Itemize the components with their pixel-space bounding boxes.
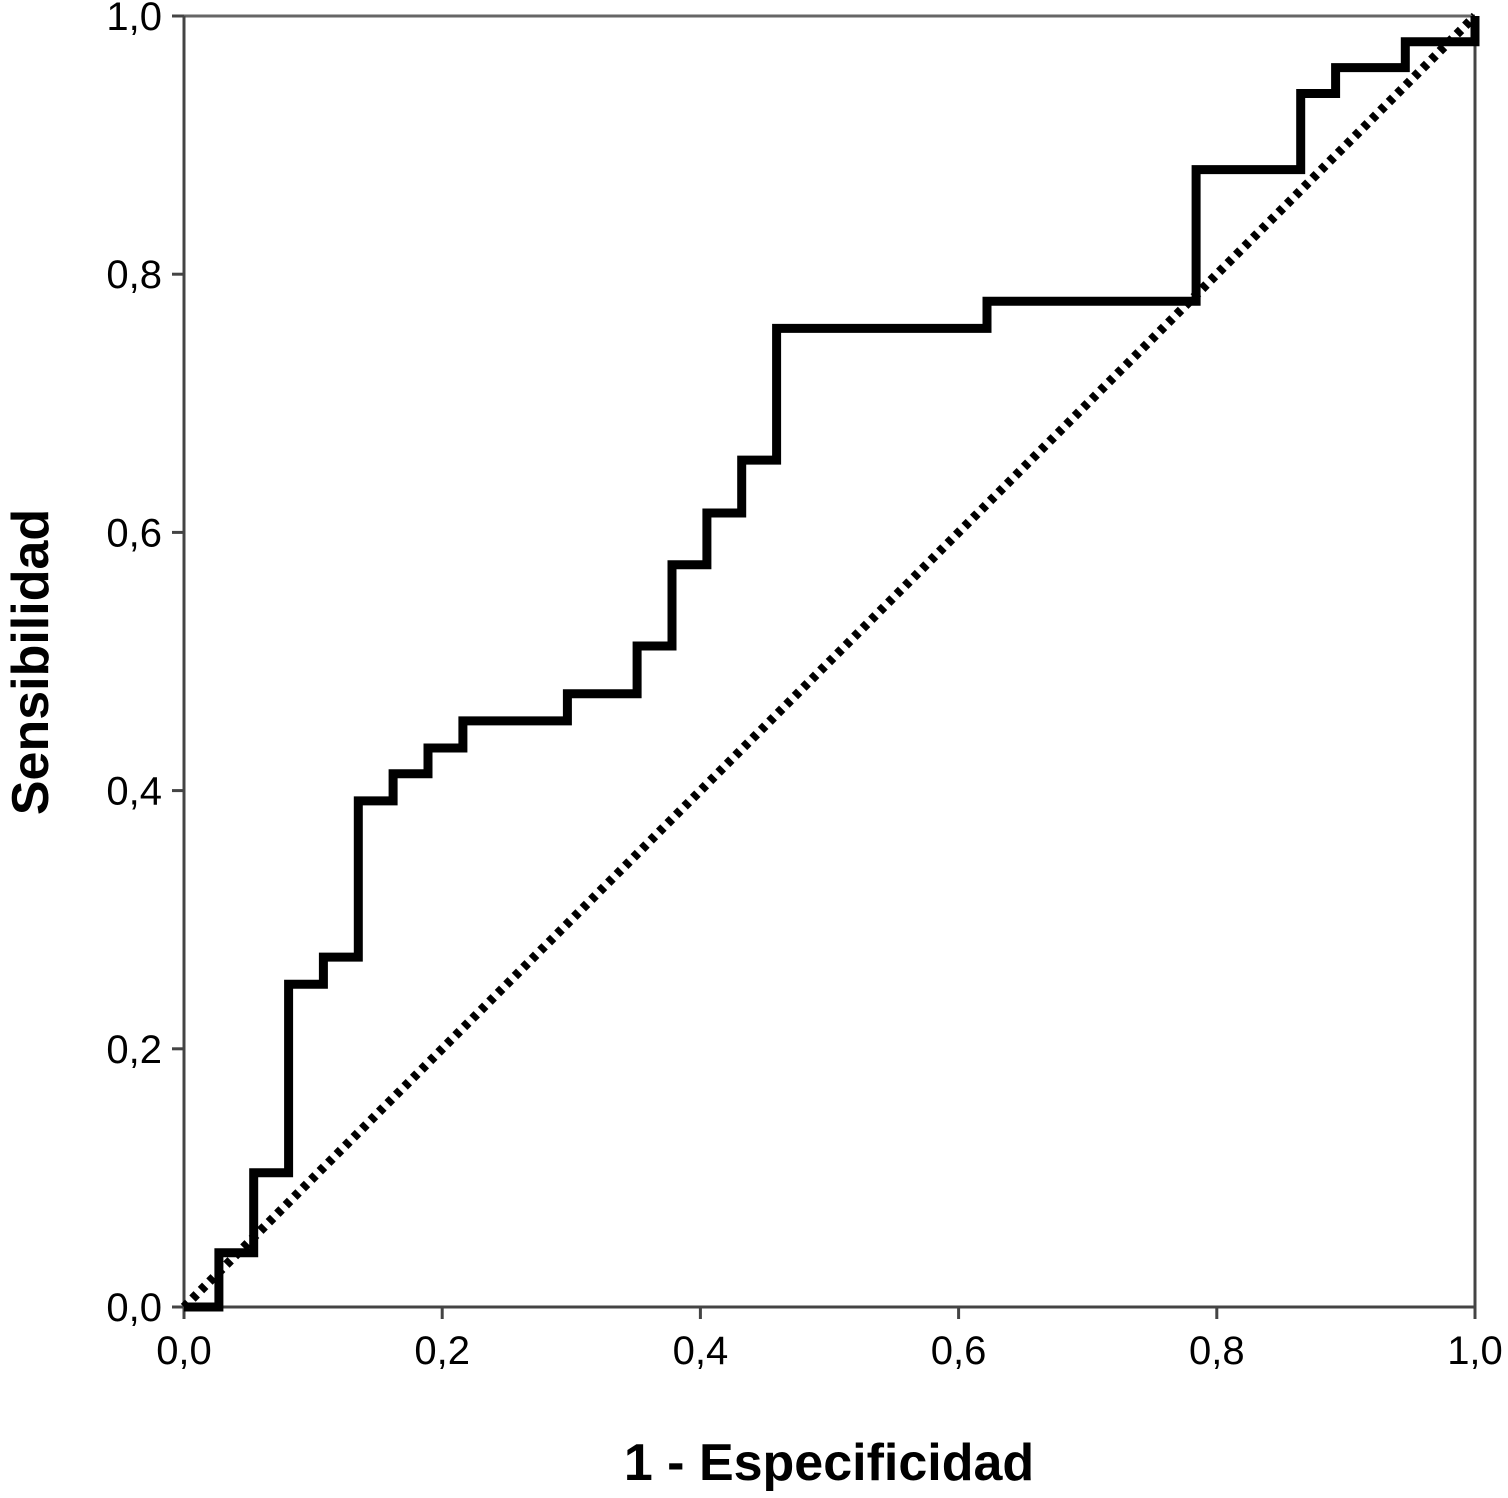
x-axis-ticks: 0,0 0,2 0,4 0,6 0,8 1,0 — [156, 1307, 1503, 1373]
y-tick-label: 0,2 — [106, 1028, 162, 1072]
x-tick-label: 0,6 — [931, 1329, 987, 1373]
y-tick-label: 0,4 — [106, 770, 162, 814]
y-tick-label: 0,8 — [106, 253, 162, 297]
y-tick-label: 0,0 — [106, 1286, 162, 1330]
x-tick-label: 0,2 — [414, 1329, 470, 1373]
x-tick-label: 0,8 — [1189, 1329, 1245, 1373]
y-axis-ticks: 0,0 0,2 0,4 0,6 0,8 1,0 — [106, 0, 184, 1330]
y-tick-label: 0,6 — [106, 511, 162, 555]
x-axis-title: 1 - Especificidad — [624, 1434, 1034, 1492]
roc-curve-line — [184, 16, 1480, 1312]
x-tick-label: 1,0 — [1447, 1329, 1503, 1373]
reference-diagonal-line — [180, 12, 1479, 1311]
x-tick-label: 0,0 — [156, 1329, 212, 1373]
series-layer — [180, 12, 1480, 1312]
y-axis-title: Sensibilidad — [2, 509, 60, 815]
x-tick-label: 0,4 — [673, 1329, 729, 1373]
y-tick-label: 1,0 — [106, 0, 162, 39]
plot-frame — [182, 14, 1477, 1309]
